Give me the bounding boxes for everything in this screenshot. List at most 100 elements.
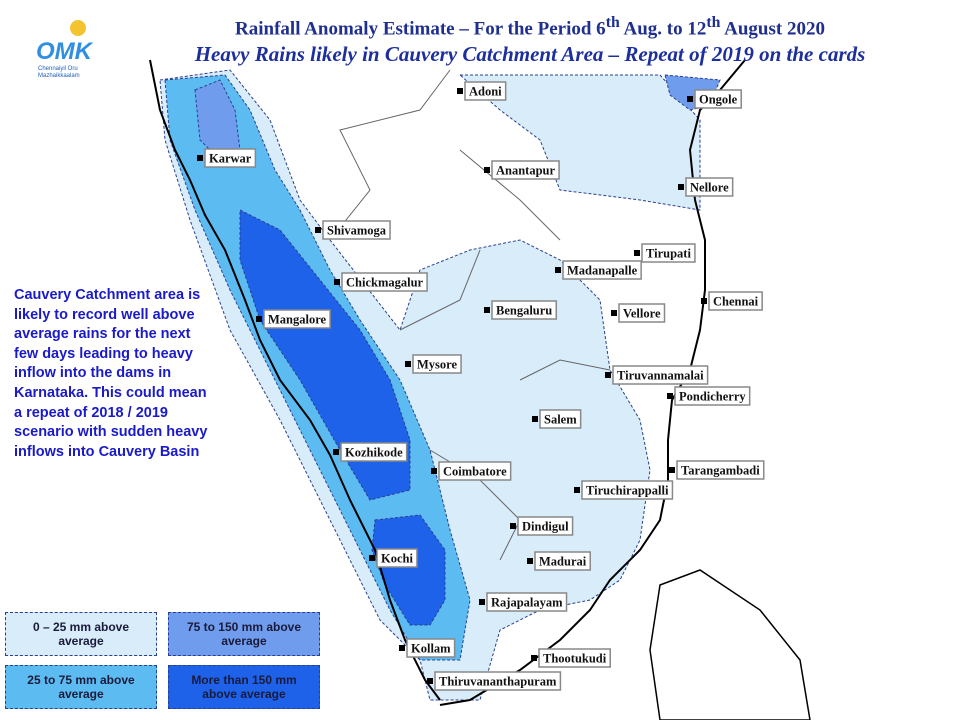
city-label: Mangalore: [268, 313, 327, 327]
city-marker: [555, 267, 561, 273]
city-label: Adoni: [469, 85, 502, 99]
city-label: Chickmagalur: [346, 276, 424, 290]
city-label-box: [534, 551, 591, 571]
city-label-box: [676, 460, 765, 480]
city-label-box: [517, 516, 574, 536]
city-label-box: [438, 461, 512, 481]
note-line: inflows into Cauvery Basin: [14, 443, 200, 460]
legend-entry: More than 150 mm above average: [168, 665, 320, 709]
logo-sun: [70, 20, 86, 36]
city-label: Vellore: [623, 307, 661, 321]
legend-entry: 75 to 150 mm above average: [168, 612, 320, 656]
title-sup: th: [706, 14, 721, 31]
title-part: Aug. to 12: [619, 18, 707, 40]
boundaries: [329, 69, 611, 561]
legend-entry: 0 – 25 mm above average: [5, 612, 157, 656]
city-marker: [667, 393, 673, 399]
city-marker: [484, 307, 490, 313]
city-label: Nellore: [690, 181, 729, 195]
logo-tagline: Chennaiyil Oru Mazhaikkaalam: [38, 66, 80, 79]
city-label: Anantapur: [496, 164, 555, 178]
city-marker: [405, 361, 411, 367]
city-label: Shivamoga: [327, 224, 387, 238]
city-label-box: [263, 309, 331, 329]
city-label-box: [581, 480, 674, 500]
city-label: Bengaluru: [496, 304, 552, 318]
city-label: Dindigul: [522, 520, 569, 534]
city-marker: [701, 298, 707, 304]
city-label: Salem: [544, 413, 577, 427]
note-line: average rains for the next: [14, 326, 191, 343]
city-label-box: [685, 177, 734, 197]
city-marker: [634, 250, 640, 256]
city-marker: [532, 416, 538, 422]
coastline-east: [439, 59, 746, 706]
logo-name: OMK: [36, 38, 92, 65]
city-marker: [334, 279, 340, 285]
note-line: likely to record well above: [14, 306, 195, 323]
city-marker: [611, 310, 617, 316]
city-marker: [574, 487, 580, 493]
title-sup: th: [605, 14, 620, 31]
title: Rainfall Anomaly Estimate – For the Peri…: [110, 14, 950, 40]
city-label: Kollam: [411, 642, 451, 656]
city-marker: [197, 155, 203, 161]
zone-dark-south: [371, 514, 446, 626]
city-marker: [687, 96, 693, 102]
city-marker: [531, 655, 537, 661]
city-marker: [678, 184, 684, 190]
city-label: Kochi: [381, 552, 413, 566]
city-label: Kozhikode: [345, 446, 403, 460]
note-line: inflow into the dams in: [14, 365, 172, 382]
city-label: Tiruchirappalli: [586, 484, 669, 498]
city-label: Karwar: [209, 152, 252, 166]
city-label-box: [204, 148, 257, 168]
city-label-box: [539, 409, 582, 429]
city-marker: [315, 227, 321, 233]
city-label: Thiruvananthapuram: [439, 675, 557, 689]
city-label: Tiruvannamalai: [617, 369, 704, 383]
city-label: Madanapalle: [567, 264, 638, 278]
city-label-box: [376, 548, 418, 568]
city-marker: [527, 558, 533, 564]
note-line: a repeat of 2018 / 2019: [14, 404, 168, 421]
title-part: Rainfall Anomaly Estimate – For the Peri…: [235, 18, 606, 40]
city-label-box: [674, 386, 751, 406]
city-label-box: [322, 220, 391, 240]
city-label-box: [412, 354, 462, 374]
cities: Adoni Ongole Karwar Anantapur Nellore Shivamo…: [197, 81, 765, 691]
city-label: Coimbatore: [443, 465, 507, 479]
city-label-box: [406, 638, 456, 658]
city-label-box: [538, 648, 611, 668]
city-marker: [669, 467, 675, 473]
city-label: Pondicherry: [679, 390, 746, 404]
sri-lanka: [649, 569, 811, 720]
city-label-box: [486, 592, 568, 612]
city-label-box: [562, 260, 642, 280]
city-marker: [457, 88, 463, 94]
city-label-box: [434, 671, 562, 691]
city-marker: [399, 645, 405, 651]
city-label-box: [708, 291, 763, 311]
city-label: Ongole: [699, 93, 738, 107]
city-marker: [333, 449, 339, 455]
note: Cauvery Catchment area is likely to recor…: [14, 286, 254, 462]
city-label-box: [618, 303, 666, 323]
city-label: Tirupati: [646, 247, 691, 261]
city-label-box: [341, 272, 428, 292]
city-label: Madurai: [539, 555, 587, 569]
city-label-box: [491, 300, 558, 320]
city-label: Rajapalayam: [491, 596, 563, 610]
city-label: Thootukudi: [543, 652, 607, 666]
city-label-box: [340, 442, 408, 462]
note-line: scenario with sudden heavy: [14, 424, 208, 441]
city-marker: [369, 555, 375, 561]
note-line: Cauvery Catchment area is: [14, 287, 201, 303]
note-line: Karnataka. This could mean: [14, 384, 207, 401]
city-marker: [479, 599, 485, 605]
city-marker: [256, 316, 262, 322]
city-label-box: [641, 243, 696, 263]
title-part: August 2020: [720, 18, 825, 40]
city-marker: [605, 372, 611, 378]
